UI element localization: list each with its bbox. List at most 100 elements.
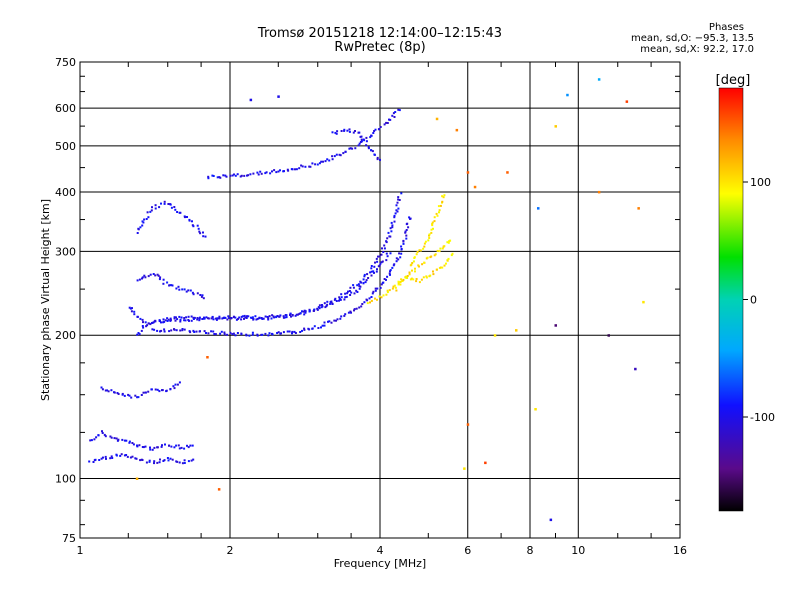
trace-6-point xyxy=(102,456,104,459)
trace-5-point xyxy=(101,432,104,434)
trace-11-point xyxy=(431,221,434,224)
trace-3-point xyxy=(326,158,329,161)
trace-0-point xyxy=(289,312,292,315)
trace-3-point xyxy=(328,159,331,162)
trace-6-point xyxy=(178,461,181,464)
trace-3-point xyxy=(322,160,324,163)
trace-9-point xyxy=(162,282,165,285)
trace-7-point xyxy=(154,388,157,391)
trace-3-point xyxy=(383,123,386,126)
trace-7-point xyxy=(100,386,103,389)
trace-11-point xyxy=(427,239,430,242)
trace-6-point xyxy=(183,462,186,464)
trace-5-point xyxy=(189,444,192,447)
scatter-point-15 xyxy=(607,334,610,337)
trace-4-point xyxy=(334,131,337,134)
trace-1-point xyxy=(340,315,343,318)
trace-0-point xyxy=(240,315,243,318)
trace-3-point xyxy=(397,108,400,111)
trace-4-point xyxy=(371,150,374,153)
trace-9-point xyxy=(147,275,150,278)
trace-3-point xyxy=(249,173,252,176)
trace-3-point xyxy=(273,169,276,172)
trace-2-point xyxy=(313,309,315,312)
trace-3-point xyxy=(207,177,210,180)
y-tick-label-5: 500 xyxy=(55,140,76,153)
colorbar-label: [deg] xyxy=(716,73,751,88)
trace-0-point xyxy=(304,311,307,314)
trace-8-point xyxy=(192,225,195,228)
trace-5-point xyxy=(123,439,126,442)
trace-7-point xyxy=(144,391,147,394)
trace-0-point xyxy=(216,317,219,320)
trace-9-point xyxy=(159,276,162,279)
trace-2-point xyxy=(131,307,133,310)
trace-10-point xyxy=(370,299,373,302)
trace-2-point xyxy=(362,282,365,285)
trace-1-point xyxy=(368,297,371,300)
trace-1-point xyxy=(303,328,306,331)
trace-11-point xyxy=(412,260,415,263)
trace-0-point xyxy=(381,247,383,250)
trace-2-point xyxy=(304,310,307,313)
trace-6-point xyxy=(153,460,156,463)
data-points xyxy=(88,78,645,522)
scatter-point-10 xyxy=(554,324,557,327)
trace-3-point xyxy=(246,174,248,177)
trace-2-point xyxy=(237,317,240,320)
trace-12-point xyxy=(441,266,444,269)
trace-1-point xyxy=(404,231,407,234)
trace-9-point xyxy=(191,291,194,294)
trace-4-point xyxy=(360,138,363,141)
trace-3-point xyxy=(243,174,246,177)
trace-2-point xyxy=(233,316,235,319)
trace-12-point xyxy=(445,262,447,265)
trace-6-point xyxy=(176,460,179,463)
scatter-point-14 xyxy=(597,78,601,81)
trace-3-point xyxy=(290,168,293,171)
trace-2-point xyxy=(344,296,347,299)
trace-8-point xyxy=(154,207,157,210)
trace-2-point xyxy=(291,314,294,316)
trace-1-point xyxy=(203,330,206,333)
trace-9-point xyxy=(152,273,155,275)
trace-5-point xyxy=(153,446,156,449)
trace-1-point xyxy=(229,331,232,334)
trace-2-point xyxy=(325,305,328,308)
scatter-point-27 xyxy=(206,356,209,359)
trace-4-point xyxy=(340,130,343,132)
trace-7-point xyxy=(147,390,150,393)
y-tick-label-2: 200 xyxy=(55,329,76,342)
trace-1-point xyxy=(400,245,403,248)
trace-10-point xyxy=(438,250,441,253)
trace-5-point xyxy=(95,436,98,439)
trace-5-point xyxy=(149,446,151,449)
trace-7-point xyxy=(123,394,126,397)
trace-3-point xyxy=(233,173,235,176)
trace-10-point xyxy=(369,301,371,304)
trace-2-point xyxy=(321,305,324,308)
trace-8-point xyxy=(141,224,144,227)
trace-2-point xyxy=(331,302,334,305)
trace-2-point xyxy=(139,317,142,320)
trace-1-point xyxy=(183,328,186,331)
trace-3-point xyxy=(260,172,263,175)
trace-0-point xyxy=(321,304,323,306)
trace-8-point xyxy=(167,203,170,205)
trace-6-point xyxy=(163,459,166,462)
trace-9-point xyxy=(199,294,202,296)
trace-2-point xyxy=(174,319,177,322)
trace-3-point xyxy=(377,128,380,131)
trace-0-point xyxy=(338,296,341,299)
trace-1-point xyxy=(291,330,294,333)
trace-2-point xyxy=(345,295,348,298)
trace-12-point xyxy=(432,273,435,276)
trace-0-point xyxy=(352,284,355,287)
trace-6-point xyxy=(109,457,112,460)
trace-10-point xyxy=(414,267,416,270)
x-tick-label-5: 10 xyxy=(571,544,585,557)
trace-8-point xyxy=(204,235,207,238)
trace-0-point xyxy=(187,315,190,318)
trace-1-point xyxy=(163,328,166,331)
trace-7-point xyxy=(176,383,179,386)
